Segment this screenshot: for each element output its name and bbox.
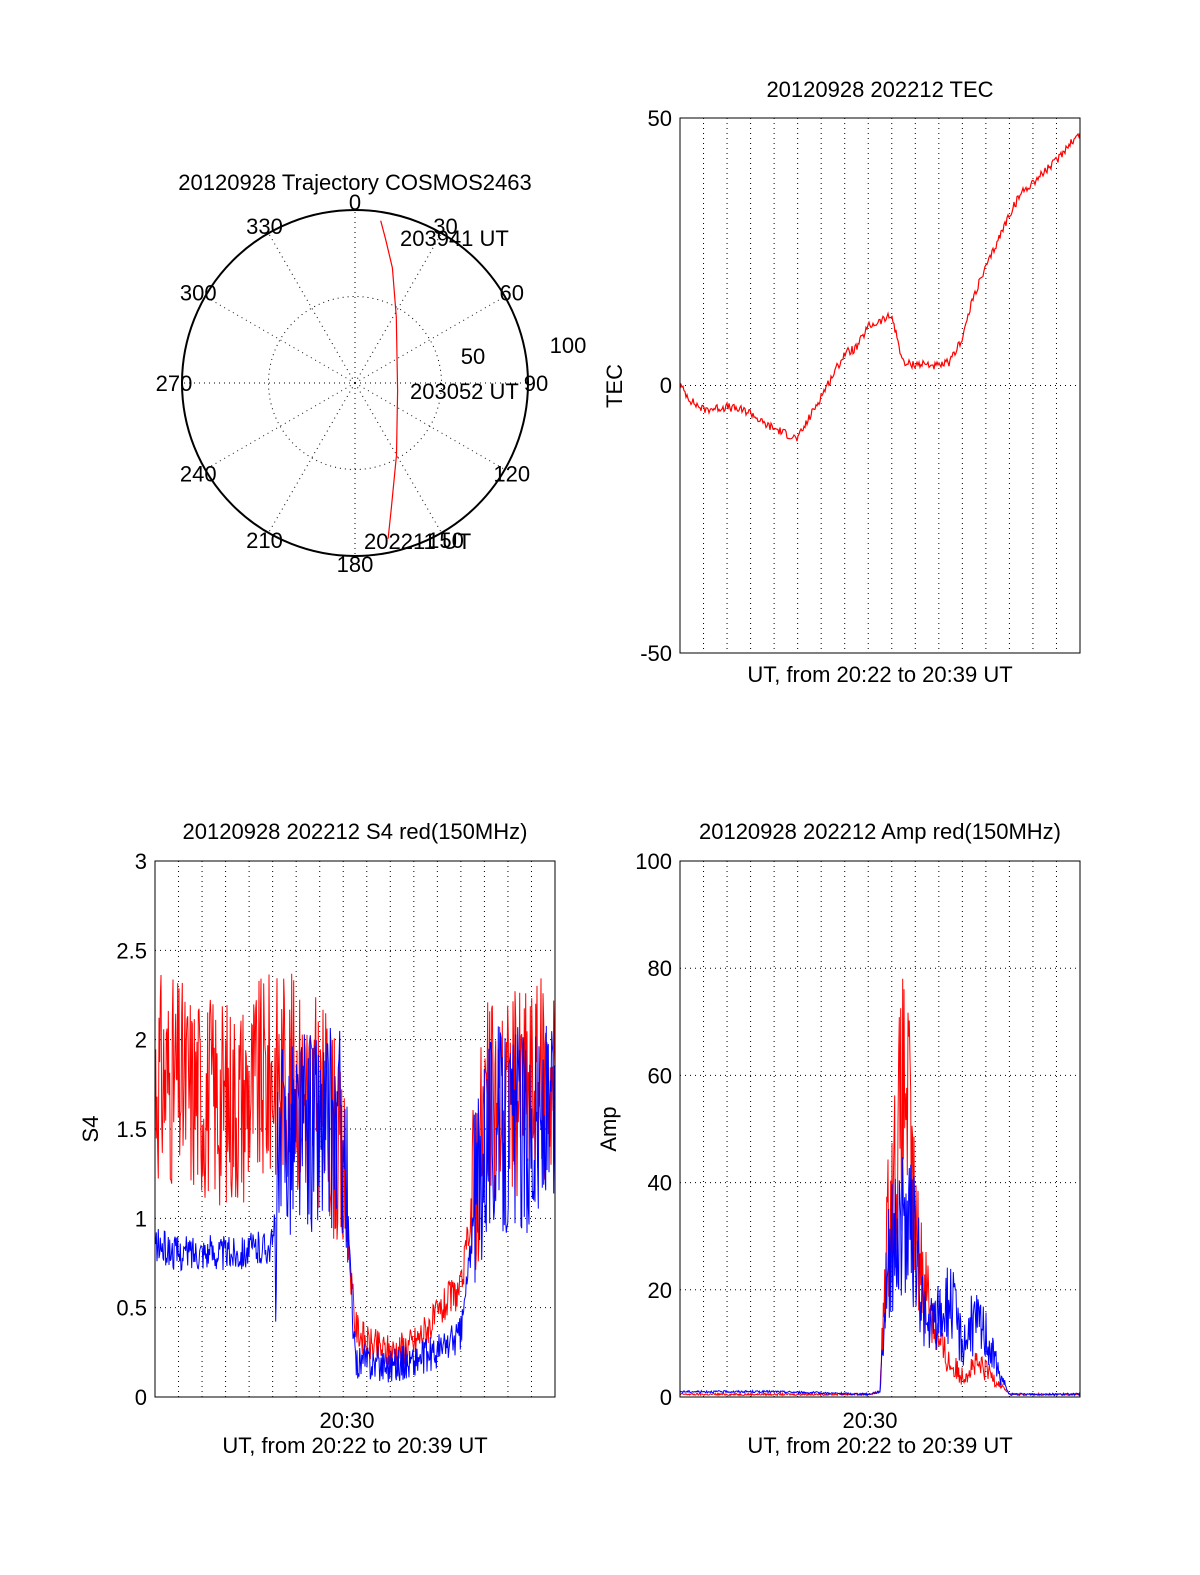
amp-plot-frame [679,860,1081,1398]
amp-panel: 20120928 202212 Amp red(150MHz) 0 20 40 60 8… [596,819,1081,1458]
s4-panel: 20120928 202212 S4 red(150MHz) 0 0.5 1 1.5 2… [78,819,556,1458]
blue-series-line [154,1025,556,1383]
s4-plot-frame [154,860,556,1398]
blue-series-line [679,1157,1081,1397]
ytick-label: 0 [660,1385,672,1410]
polar-angle-label: 180 [337,552,374,577]
amp-ytick-labels: 0 20 40 60 80 100 [635,849,672,1410]
s4-ylabel: S4 [78,1116,103,1143]
polar-spoke [268,232,356,384]
s4-xtick-label: 20:30 [319,1408,374,1433]
polar-angle-label: 30 [433,214,457,239]
red-series-line [154,973,556,1368]
ytick-label: 0 [135,1385,147,1410]
trajectory-series [380,220,399,539]
polar-grid [182,210,528,556]
polar-angle-label: 210 [246,528,283,553]
polar-angle-label: 120 [493,462,530,487]
ytick-label: 80 [648,956,672,981]
ytick-label: 100 [635,849,672,874]
polar-outer-circle [181,209,529,557]
ytick-label: 2.5 [116,938,147,963]
trajectory-annotation-mid: 203052 UT [410,379,519,404]
polar-angle-labels: 0 30 60 90 120 150 180 210 240 270 300 330 [156,190,549,577]
radial-tick-label: 100 [550,333,587,358]
s4-xlabel: UT, from 20:22 to 20:39 UT [222,1433,487,1458]
tec-plot-frame [679,117,1081,654]
trajectory-annotation-end: 203941 UT [400,226,509,251]
polar-angle-label: 60 [500,281,524,306]
radial-tick-label: 50 [461,344,485,369]
amp-grid [680,861,1080,1397]
s4-ytick-labels: 0 0.5 1 1.5 2 2.5 3 [116,849,147,1410]
polar-angle-label: 240 [180,462,217,487]
trajectory-panel: 20120928 Trajectory COSMOS2463 0 30 60 90 12… [156,170,587,577]
red-series-line [679,978,1081,1397]
s4-series [154,973,556,1383]
trajectory-annotation-start: 202211 UT [364,529,471,554]
trajectory-title: 20120928 Trajectory COSMOS2463 [178,170,531,195]
amp-title: 20120928 202212 Amp red(150MHz) [699,819,1061,844]
amp-ylabel: Amp [596,1106,621,1151]
ytick-label: 40 [648,1171,672,1196]
red-series-line [679,132,1081,442]
polar-angle-label: 0 [349,190,361,215]
ytick-label: 0.5 [116,1296,147,1321]
ytick-label: 1 [135,1206,147,1231]
ytick-label: 3 [135,849,147,874]
polar-spoke [354,232,442,384]
polar-spoke [204,296,356,384]
tec-xlabel: UT, from 20:22 to 20:39 UT [747,662,1012,687]
polar-angle-label: 270 [156,371,193,396]
tec-title: 20120928 202212 TEC [766,77,993,102]
tec-panel: 20120928 202212 TEC 50 0 -50 TEC UT, fro… [602,77,1081,687]
tec-series [679,132,1081,442]
polar-angle-label: 150 [427,528,464,553]
s4-grid [155,861,555,1397]
polar-spoke [204,382,356,470]
polar-ring [268,296,442,470]
tec-ytick-label: 0 [660,373,672,398]
ytick-label: 1.5 [116,1117,147,1142]
polar-spoke [354,296,506,384]
tec-ytick-label: -50 [640,641,672,666]
ytick-label: 60 [648,1063,672,1088]
ytick-label: 20 [648,1278,672,1303]
amp-series [679,978,1081,1397]
trajectory-line [380,220,399,539]
polar-angle-label: 300 [180,281,217,306]
ytick-label: 2 [135,1028,147,1053]
tec-ytick-label: 50 [648,106,672,131]
tec-grid [680,118,1080,653]
tec-ylabel: TEC [602,364,627,408]
s4-title: 20120928 202212 S4 red(150MHz) [183,819,528,844]
amp-xtick-label: 20:30 [842,1408,897,1433]
polar-angle-label: 90 [524,371,548,396]
amp-xlabel: UT, from 20:22 to 20:39 UT [747,1433,1012,1458]
polar-angle-label: 330 [246,214,283,239]
